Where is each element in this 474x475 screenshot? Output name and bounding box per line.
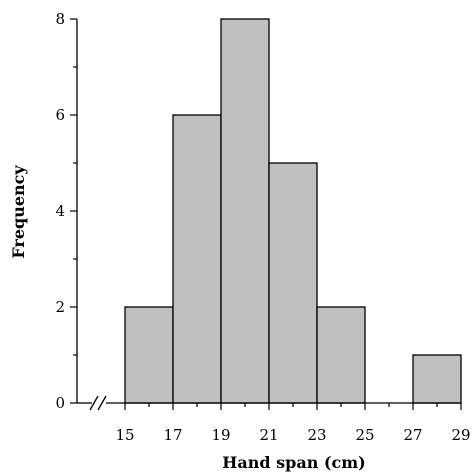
bars-group <box>124 18 462 404</box>
y-tick-label-6: 6 <box>55 106 65 124</box>
histogram-bar-21-23 <box>268 162 318 404</box>
x-tick-label-25: 25 <box>355 426 374 444</box>
histogram-bar-17-19 <box>172 114 222 404</box>
x-tick-label-15: 15 <box>115 426 134 444</box>
x-tick-label-21: 21 <box>259 426 278 444</box>
y-tick-label-0: 0 <box>55 394 65 412</box>
x-ticks-group: 15 17 19 21 23 25 27 29 <box>115 403 471 444</box>
histogram-bar-19-21 <box>220 18 270 404</box>
x-tick-label-27: 27 <box>403 426 422 444</box>
y-axis-title: Frequency <box>9 165 28 259</box>
axis-break-mark-1 <box>89 395 99 411</box>
axis-break-mark-2 <box>97 395 107 411</box>
histogram-bar-27-29 <box>412 354 462 404</box>
x-tick-label-19: 19 <box>211 426 230 444</box>
x-tick-label-17: 17 <box>163 426 182 444</box>
x-axis-title: Hand span (cm) <box>222 453 365 472</box>
y-tick-label-2: 2 <box>55 298 65 316</box>
y-tick-label-4: 4 <box>55 202 65 220</box>
histogram-bar-15-17 <box>124 306 174 404</box>
x-tick-label-23: 23 <box>307 426 326 444</box>
x-tick-label-29: 29 <box>451 426 470 444</box>
histogram-bar-23-25 <box>316 306 366 404</box>
y-tick-label-8: 8 <box>55 10 65 28</box>
y-ticks-group: 0 2 4 6 8 <box>55 10 77 412</box>
